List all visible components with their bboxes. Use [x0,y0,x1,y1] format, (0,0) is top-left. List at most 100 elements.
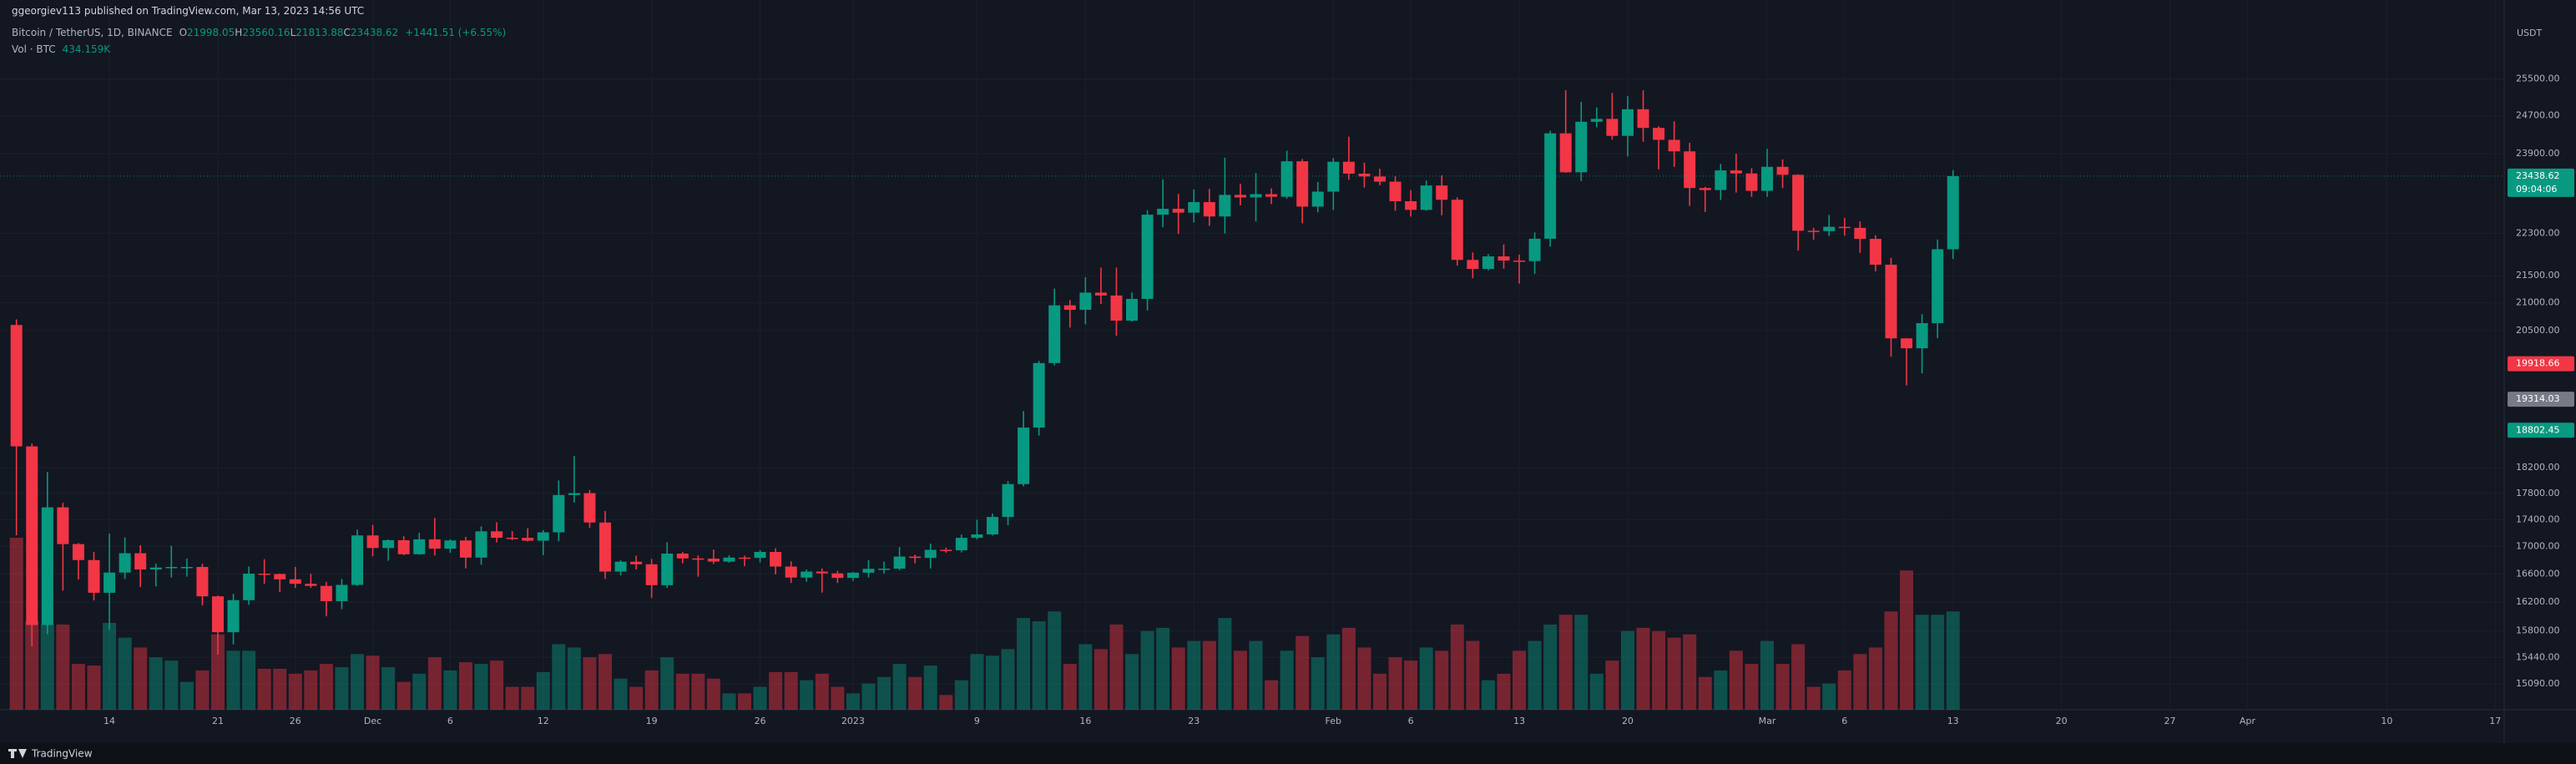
candle-body [1327,161,1340,192]
volume-bar [210,634,225,710]
candle-body [522,538,534,541]
volume-bar [939,695,953,710]
volume-bar [1528,640,1542,710]
volume-bar [490,660,504,710]
candle-body [1126,298,1139,321]
volume-bar [179,681,194,710]
candle-body [893,556,906,569]
volume-bar [1760,640,1774,710]
candle-body [1018,428,1030,484]
volume-bar [335,666,349,710]
candle-body [459,540,472,558]
volume-bar [1001,649,1015,710]
volume-bar [815,673,829,710]
candle-body [1451,200,1463,261]
x-tick-label: 17 [2489,716,2501,726]
candle-body [1342,161,1355,174]
candle-body [846,572,859,579]
field-value: 23438.62 [350,27,399,38]
volume-bars [9,538,1960,710]
volume-bar [614,678,628,710]
volume-bar [87,665,101,710]
candle-body [1250,194,1262,198]
candle-body [1715,170,1727,190]
volume-bar [923,665,937,710]
candle-body [1063,305,1076,311]
x-tick-label: 16 [1079,716,1091,726]
ohlc-field: L21813.88 [290,27,344,38]
ohlc-field: C23438.62 [344,27,399,38]
candle-body [1405,201,1417,210]
volume-bar [1652,630,1666,710]
volume-bar [629,686,644,710]
volume-bar [1419,647,1433,710]
volume-bar [242,650,256,710]
candle-body [630,561,643,564]
volume-bar [954,680,968,710]
candle-body [1033,362,1045,428]
publisher-line: ggeorgiev113 published on TradingView.co… [12,5,364,17]
candle-body [305,584,317,586]
candle-body [289,579,301,584]
volume-bar [1714,670,1728,710]
candle-body [1203,202,1215,217]
candle-body [553,494,565,533]
volume-bar [1388,657,1402,710]
y-tick-label: 22300.00 [2516,228,2560,239]
x-tick-label: 21 [212,716,224,726]
candle-body [1637,109,1649,129]
candle-body [1311,191,1324,207]
volume-bar [397,681,411,710]
volume-label: Vol · BTC [12,43,56,55]
volume-bar [1558,615,1573,710]
volume-bar [443,670,457,710]
candle-body [1110,295,1123,321]
currency-label: USDT [2517,28,2543,38]
volume-bar [1187,640,1201,710]
candle-body [909,556,922,559]
candle-body [1467,260,1479,270]
candle-body [1389,181,1402,202]
publisher: ggeorgiev113 published on TradingView.co… [12,5,365,17]
candle-body [1559,133,1572,173]
volume-bar [1094,649,1108,710]
volume-bar [257,668,271,710]
price-label: 19918.66 [2516,358,2560,369]
candle-body [1048,305,1061,363]
volume-bar [1280,650,1294,710]
candle-body [1885,265,1897,339]
candle-body [119,553,131,573]
candle-body [366,535,379,549]
volume-bar [103,623,117,710]
candle-body [1823,226,1836,231]
volume-bar [1698,676,1712,710]
volume-bar [288,673,302,710]
volume-bar [800,680,814,710]
y-tick-label: 24700.00 [2516,110,2560,121]
candle-body [614,561,627,572]
volume-bar [505,686,519,710]
x-tick-label: Mar [1759,716,1776,726]
candle-body [754,552,766,559]
volume-bar [1791,644,1806,710]
candle-body [1745,173,1758,191]
candle-body [599,522,611,572]
volume-bar [319,664,333,710]
candle-body [583,493,596,523]
volume-bar [1435,650,1449,710]
y-tick-label: 17400.00 [2516,514,2560,524]
volume-bar [892,664,907,710]
volume-bar [675,673,689,710]
candle-body [1157,209,1169,215]
price-label: 18802.45 [2516,424,2560,435]
volume-bar [908,676,922,710]
volume-bar [1048,611,1062,710]
volume-bar [1837,670,1851,710]
candle-body [661,553,674,585]
volume-bar [1729,650,1743,710]
y-tick-label: 16200.00 [2516,596,2560,607]
price-label: 23438.62 [2516,170,2560,181]
y-tick-label: 25500.00 [2516,73,2560,83]
candle-body [1838,226,1851,229]
